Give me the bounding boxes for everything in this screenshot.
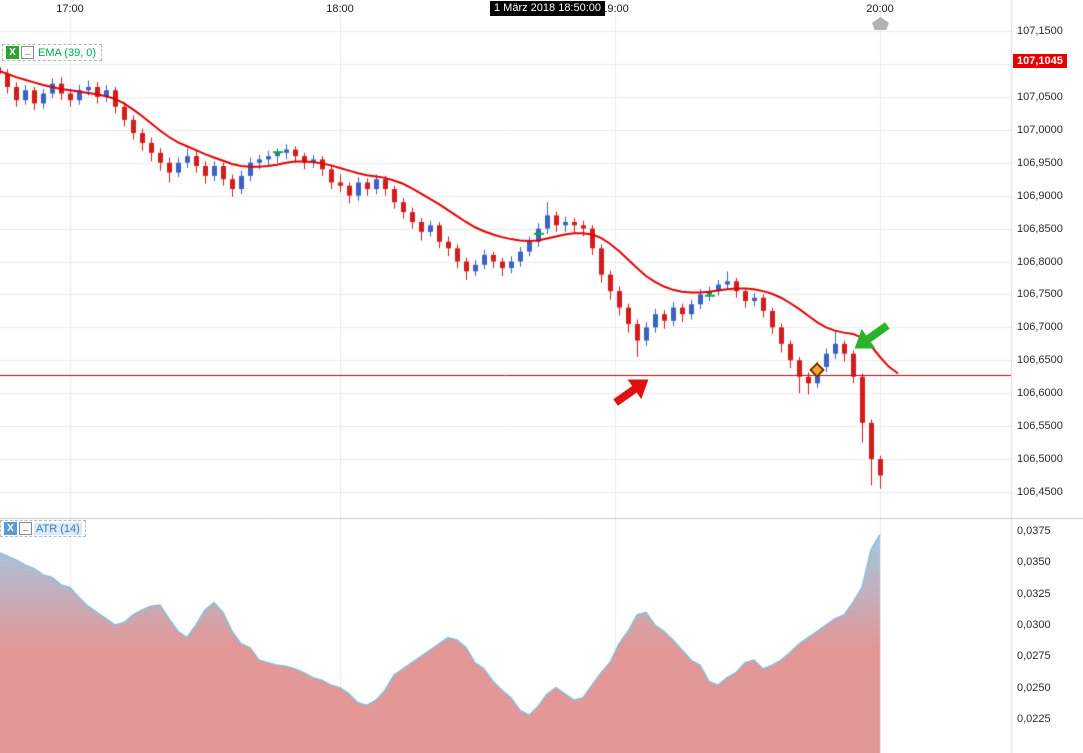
time-axis-label: 17:00 (56, 3, 84, 15)
price-axis-label: 107,0500 (1017, 90, 1063, 103)
atr-axis-label: 0,0325 (1017, 587, 1051, 600)
time-axis-label: 20:00 (866, 3, 894, 15)
price-axis-label: 107,1500 (1017, 25, 1063, 37)
atr-axis-label: 0,0275 (1017, 650, 1051, 663)
atr-indicator-legend: X _ ATR (14) (0, 520, 86, 537)
time-axis-label: 18:00 (326, 3, 354, 15)
crosshair-date-tooltip: 1 März 2018 18:50:00 (490, 1, 606, 16)
price-axis-label: 106,8000 (1017, 255, 1063, 268)
atr-close-button[interactable]: X (4, 522, 17, 535)
price-axis-label: 106,7000 (1017, 321, 1063, 334)
price-axis-label: 106,9500 (1017, 156, 1063, 169)
ema-indicator-legend: X _ EMA (39, 0) (2, 44, 103, 61)
price-axis-label: 106,4500 (1017, 486, 1063, 498)
red-up-arrow-annotation[interactable] (600, 359, 664, 423)
price-axis-label: 106,7500 (1017, 288, 1063, 301)
current-price-badge: 107,1045 (1013, 53, 1067, 68)
ema-close-button[interactable]: X (6, 46, 19, 59)
atr-axis-label: 0,0375 (1017, 525, 1051, 537)
green-down-arrow-annotation[interactable] (839, 305, 903, 369)
price-axis-label: 106,8500 (1017, 222, 1063, 235)
time-pointer-marker[interactable] (872, 17, 889, 30)
price-axis-label: 106,5500 (1017, 420, 1063, 433)
atr-axis-label: 0,0300 (1017, 619, 1051, 631)
ema-minimize-button[interactable]: _ (21, 46, 34, 59)
price-axis-label: 106,6000 (1017, 387, 1063, 400)
atr-axis-label: 0,0350 (1017, 556, 1051, 569)
ema-indicator-label[interactable]: EMA (39, 0) (38, 46, 97, 59)
price-axis-label: 106,6500 (1017, 354, 1063, 367)
time-axis-label: 19:00 (601, 3, 629, 15)
atr-axis-label: 0,0250 (1017, 681, 1051, 694)
atr-indicator-label[interactable]: ATR (14) (34, 522, 82, 535)
price-axis-label: 106,9000 (1017, 189, 1063, 202)
price-axis-label: 107,0000 (1017, 123, 1063, 136)
price-axis-label: 106,5000 (1017, 453, 1063, 466)
atr-axis-label: 0,0225 (1017, 713, 1051, 725)
atr-minimize-button[interactable]: _ (19, 522, 32, 535)
